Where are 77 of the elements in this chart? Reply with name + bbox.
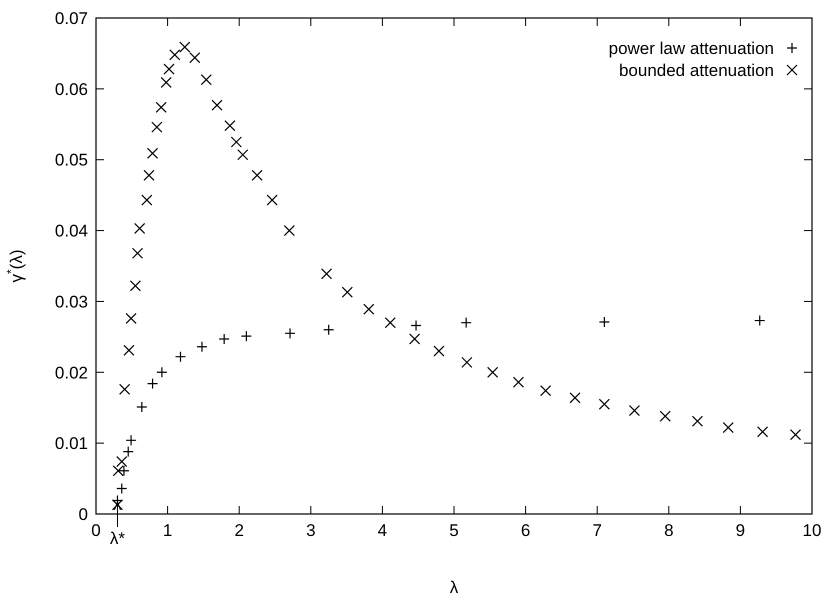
- point: [136, 401, 148, 413]
- point: [598, 398, 610, 410]
- x-tick-label: 1: [162, 521, 172, 540]
- point: [160, 76, 172, 88]
- point: [342, 286, 353, 298]
- point: [141, 194, 152, 206]
- x-tick-label: 3: [306, 521, 316, 540]
- point: [628, 404, 640, 416]
- point: [200, 74, 212, 86]
- x-tick-label: 4: [378, 521, 388, 540]
- point: [211, 100, 223, 111]
- point: [163, 63, 175, 75]
- point: [252, 170, 263, 181]
- point: [756, 426, 768, 438]
- point: [169, 49, 180, 60]
- point: [266, 194, 278, 206]
- point: [224, 120, 236, 132]
- point: [722, 422, 734, 434]
- x-tick-label: 6: [520, 521, 530, 540]
- point: [230, 136, 242, 148]
- point: [540, 385, 552, 396]
- y-tick-label: 0.02: [54, 363, 88, 382]
- point: [237, 149, 248, 160]
- point: [156, 102, 167, 113]
- y-tick-label: 0.07: [54, 9, 88, 28]
- y-tick-label: 0.03: [54, 292, 88, 312]
- point: [487, 366, 498, 378]
- point: [692, 416, 704, 427]
- point: [409, 333, 420, 345]
- x-tick-label: 2: [234, 521, 244, 540]
- x-axis-title: λ: [450, 578, 459, 597]
- point: [384, 317, 396, 328]
- point: [660, 410, 671, 422]
- point: [410, 320, 422, 332]
- y-tick-label: 0.06: [54, 80, 88, 99]
- x-tick-label: 5: [449, 521, 459, 540]
- x-tick-label: 9: [736, 521, 746, 540]
- point: [790, 429, 802, 440]
- point: [134, 222, 146, 234]
- point: [218, 333, 230, 345]
- y-tick-label: 0.04: [54, 222, 88, 241]
- y-tick-label: 0.05: [54, 150, 88, 170]
- point: [433, 345, 445, 357]
- point: [132, 248, 144, 259]
- point: [284, 224, 295, 236]
- legend-label: power law attenuation: [608, 39, 774, 58]
- point: [125, 312, 137, 324]
- y-tick-label: 0: [78, 505, 88, 524]
- x-tick-label: 7: [592, 521, 602, 540]
- point: [146, 378, 158, 390]
- point: [174, 351, 186, 362]
- point: [179, 41, 190, 53]
- x-tick-label: 10: [802, 521, 822, 540]
- y-tick-label: 0.01: [54, 434, 88, 454]
- point: [320, 268, 332, 280]
- point: [512, 376, 524, 388]
- point: [363, 304, 374, 315]
- point: [116, 482, 128, 494]
- annotation: λ*: [110, 529, 126, 548]
- point: [143, 170, 155, 181]
- point: [598, 316, 610, 328]
- point: [151, 122, 162, 133]
- legend-label: bounded attenuation: [618, 61, 774, 80]
- point: [119, 384, 130, 395]
- point: [112, 465, 124, 476]
- point: [118, 465, 130, 476]
- point: [569, 392, 581, 404]
- point: [461, 356, 472, 368]
- point: [284, 328, 296, 339]
- point: [196, 341, 208, 352]
- point: [189, 52, 200, 64]
- point: [130, 280, 141, 292]
- x-tick-label: 8: [664, 521, 674, 540]
- point: [123, 344, 135, 356]
- x-tick-label: 0: [91, 521, 101, 540]
- point: [125, 434, 137, 446]
- point: [146, 148, 158, 159]
